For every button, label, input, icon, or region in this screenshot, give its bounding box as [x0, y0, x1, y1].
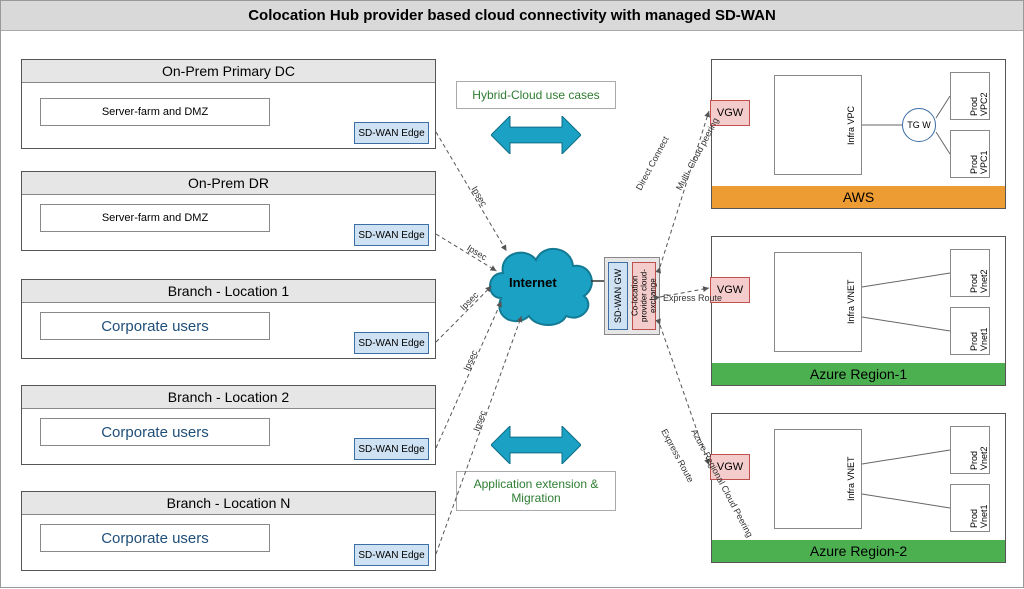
sdwan-edge-4: SD-WAN Edge	[354, 544, 429, 566]
site-1: On-Prem DR Server-farm and DMZ SD-WAN Edge	[21, 171, 436, 251]
site-inner-2: Corporate users	[40, 312, 270, 340]
hybrid-cloud-label: Hybrid-Cloud use cases	[456, 81, 616, 109]
site-header-4: Branch - Location N	[22, 492, 435, 515]
site-inner-0: Server-farm and DMZ	[40, 98, 270, 126]
site-header-0: On-Prem Primary DC	[22, 60, 435, 83]
site-inner-3: Corporate users	[40, 418, 270, 446]
site-header-2: Branch - Location 1	[22, 280, 435, 303]
site-0: On-Prem Primary DC Server-farm and DMZ SD-…	[21, 59, 436, 149]
site-4: Branch - Location N Corporate users SD-WAN…	[21, 491, 436, 571]
site-header-1: On-Prem DR	[22, 172, 435, 195]
cloud-footer-az1: Azure Region-1	[712, 363, 1005, 385]
site-header-3: Branch - Location 2	[22, 386, 435, 409]
sdwan-gw: SD-WAN GW	[608, 262, 628, 330]
sdwan-edge-0: SD-WAN Edge	[354, 122, 429, 144]
svg-text:Ipsec: Ipsec	[461, 348, 479, 372]
cloud-panel-aws: AWSVGWInfra VPCProd VPC2Prod VPC1TG W	[711, 59, 1006, 209]
sdwan-edge-3: SD-WAN Edge	[354, 438, 429, 460]
double-arrow-top	[491, 116, 581, 154]
site-2: Branch - Location 1 Corporate users SD-WAN…	[21, 279, 436, 359]
site-3: Branch - Location 2 Corporate users SD-WAN…	[21, 385, 436, 465]
sdwan-edge-1: SD-WAN Edge	[354, 224, 429, 246]
double-arrow-bottom	[491, 426, 581, 464]
internet-label: Internet	[509, 275, 557, 290]
site-inner-1: Server-farm and DMZ	[40, 204, 270, 232]
cloud-panel-az1: Azure Region-1VGWInfra VNETProd Vnet2Pro…	[711, 236, 1006, 386]
app-extension-label: Application extension & Migration	[456, 471, 616, 511]
svg-text:Ipsec: Ipsec	[471, 409, 488, 433]
svg-text:Direct Connect: Direct Connect	[634, 134, 671, 192]
cloud-exchange: Co-location provider cloud-exchange	[632, 262, 656, 330]
svg-text:Ipsec: Ipsec	[470, 184, 490, 208]
cloud-footer-aws: AWS	[712, 186, 1005, 208]
cloud-footer-az2: Azure Region-2	[712, 540, 1005, 562]
svg-text:Express Route: Express Route	[659, 427, 696, 484]
sdwan-edge-2: SD-WAN Edge	[354, 332, 429, 354]
site-inner-4: Corporate users	[40, 524, 270, 552]
cloud-panel-az2: Azure Region-2VGWInfra VNETProd Vnet2Pro…	[711, 413, 1006, 563]
svg-text:Ipsec: Ipsec	[458, 290, 481, 313]
page-title: Colocation Hub provider based cloud conn…	[1, 1, 1023, 31]
